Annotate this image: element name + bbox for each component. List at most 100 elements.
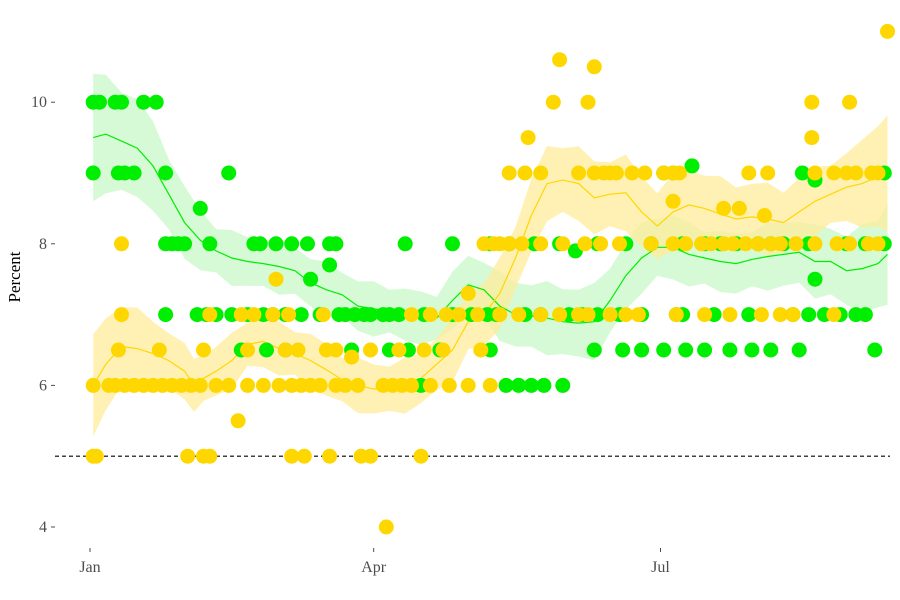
data-point <box>602 307 618 323</box>
data-point <box>391 342 407 358</box>
data-point <box>848 165 864 181</box>
data-point <box>725 236 741 252</box>
data-point <box>435 342 451 358</box>
data-point <box>363 448 378 464</box>
data-point <box>656 342 672 358</box>
x-tick-label: Apr <box>361 559 387 576</box>
data-point <box>303 271 319 287</box>
data-point <box>867 342 883 358</box>
data-point <box>397 236 413 252</box>
data-point <box>221 377 237 393</box>
data-point <box>511 307 527 323</box>
data-point <box>460 377 476 393</box>
data-point <box>192 200 208 216</box>
data-point <box>470 307 486 323</box>
data-point <box>772 307 788 323</box>
data-point <box>517 165 533 181</box>
data-point <box>760 165 776 181</box>
data-point <box>344 349 360 365</box>
data-point <box>391 307 407 323</box>
data-point <box>624 165 640 181</box>
data-point <box>637 165 653 181</box>
data-point <box>277 342 293 358</box>
data-point <box>842 236 858 252</box>
data-point <box>192 377 208 393</box>
data-point <box>259 342 274 358</box>
data-point <box>363 307 378 323</box>
data-point <box>744 342 760 358</box>
data-point <box>757 208 772 223</box>
data-point <box>523 377 539 393</box>
data-point <box>552 52 568 68</box>
data-point <box>136 94 152 110</box>
data-point <box>772 236 788 252</box>
data-point <box>697 342 713 358</box>
data-point <box>586 59 602 75</box>
data-point <box>794 165 810 181</box>
data-point <box>829 236 845 252</box>
trend-line-1 <box>93 133 888 324</box>
data-points <box>85 23 895 535</box>
data-point <box>753 307 769 323</box>
data-point <box>826 165 842 181</box>
data-point <box>857 307 873 323</box>
y-tick-label: 6 <box>39 377 47 394</box>
y-tick-label: 8 <box>39 236 47 253</box>
data-point <box>202 236 218 252</box>
data-point <box>482 377 498 393</box>
data-point <box>665 193 681 209</box>
data-point <box>350 377 366 393</box>
data-point <box>804 130 820 146</box>
data-point <box>322 448 338 464</box>
data-point <box>290 342 306 358</box>
data-point <box>460 285 476 301</box>
data-point <box>492 307 508 323</box>
data-point <box>208 377 224 393</box>
data-point <box>158 165 174 181</box>
data-point <box>533 165 549 181</box>
data-point <box>801 307 817 323</box>
data-point <box>281 307 297 323</box>
data-point <box>293 307 309 323</box>
data-point <box>404 377 419 393</box>
data-point <box>763 342 779 358</box>
data-point <box>337 377 353 393</box>
data-point <box>842 94 858 110</box>
data-point <box>404 307 419 323</box>
data-point <box>870 165 886 181</box>
y-tick-label: 4 <box>39 519 47 536</box>
data-point <box>514 236 530 252</box>
data-point <box>180 448 196 464</box>
data-point <box>268 236 284 252</box>
data-point <box>577 236 593 252</box>
data-point <box>221 165 237 181</box>
data-point <box>110 342 126 358</box>
data-point <box>85 377 101 393</box>
data-point <box>296 448 312 464</box>
y-axis-title: Percent <box>5 251 24 302</box>
data-point <box>520 130 536 146</box>
data-point <box>92 94 107 110</box>
data-point <box>413 448 429 464</box>
data-point <box>252 236 268 252</box>
data-point <box>722 307 738 323</box>
data-point <box>678 236 694 252</box>
data-point <box>750 236 766 252</box>
data-point <box>271 377 287 393</box>
data-point <box>322 257 338 273</box>
data-point <box>788 236 804 252</box>
x-tick-label: Jan <box>79 559 100 576</box>
data-point <box>615 342 631 358</box>
data-point <box>422 307 438 323</box>
data-point <box>378 519 394 535</box>
data-point <box>741 165 757 181</box>
data-point <box>580 307 596 323</box>
data-point <box>593 236 609 252</box>
data-point <box>240 342 256 358</box>
confidence-band-1 <box>93 73 888 361</box>
data-point <box>438 307 454 323</box>
data-point <box>328 342 344 358</box>
data-point <box>284 448 300 464</box>
data-point <box>731 200 747 216</box>
data-point <box>88 448 104 464</box>
